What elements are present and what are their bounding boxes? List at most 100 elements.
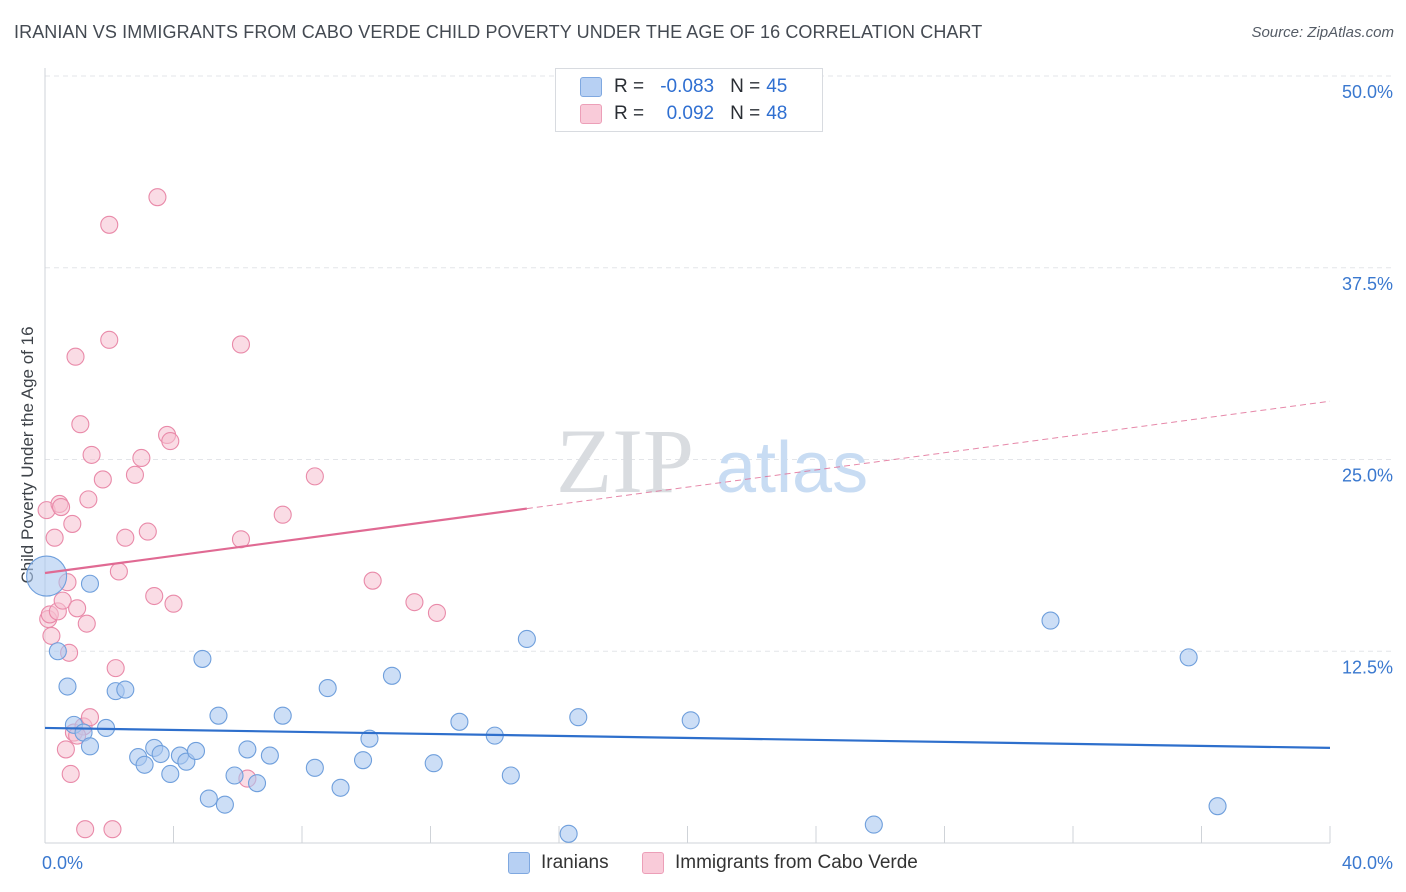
data-point-cabo-verde bbox=[76, 820, 95, 839]
data-point-iranians bbox=[135, 755, 154, 774]
legend-n-value: 45 bbox=[766, 76, 788, 97]
data-point-cabo-verde bbox=[273, 505, 292, 524]
data-point-cabo-verde bbox=[42, 626, 61, 645]
trend-line-iranians bbox=[44, 726, 1331, 749]
data-point-iranians bbox=[151, 744, 170, 764]
data-point-iranians bbox=[382, 666, 402, 685]
data-point-iranians bbox=[260, 746, 279, 765]
data-point-iranians bbox=[559, 824, 578, 843]
data-point-cabo-verde bbox=[305, 467, 324, 486]
data-point-iranians bbox=[199, 789, 218, 808]
legend-r-value: -0.083 bbox=[660, 76, 715, 97]
data-point-cabo-verde bbox=[138, 522, 157, 541]
series-cabo-verde-points bbox=[37, 188, 446, 839]
legend-n-label: N = bbox=[730, 103, 761, 124]
legend-n-label: N = bbox=[730, 76, 761, 97]
data-point-cabo-verde bbox=[106, 659, 125, 678]
y-tick-label: 12.5% bbox=[1342, 657, 1393, 677]
data-point-cabo-verde bbox=[405, 593, 424, 612]
data-point-cabo-verde bbox=[66, 347, 85, 366]
data-point-cabo-verde bbox=[164, 594, 183, 613]
data-point-iranians bbox=[58, 677, 77, 696]
data-point-iranians bbox=[305, 758, 324, 777]
data-point-iranians bbox=[238, 740, 257, 759]
x-tick-label-max: 40.0% bbox=[1342, 853, 1393, 873]
x-tick-label-min: 0.0% bbox=[42, 853, 83, 873]
data-point-iranians bbox=[273, 706, 292, 725]
data-point-iranians bbox=[517, 629, 536, 649]
watermark-zip: ZIP bbox=[556, 410, 694, 512]
data-point-cabo-verde bbox=[79, 490, 98, 509]
data-point-iranians bbox=[48, 642, 67, 661]
watermark-atlas: atlas bbox=[716, 428, 868, 508]
y-tick-label: 37.5% bbox=[1342, 274, 1393, 294]
data-point-cabo-verde bbox=[68, 599, 87, 618]
data-point-iranians bbox=[1208, 797, 1227, 816]
data-point-iranians bbox=[209, 706, 228, 725]
data-point-cabo-verde bbox=[363, 571, 382, 590]
data-point-iranians bbox=[353, 751, 373, 770]
legend-n-value: 48 bbox=[766, 103, 788, 124]
y-tick-label: 25.0% bbox=[1342, 466, 1393, 486]
data-point-cabo-verde bbox=[80, 708, 100, 727]
data-point-iranians bbox=[569, 708, 588, 727]
data-point-iranians bbox=[1179, 648, 1198, 667]
data-point-cabo-verde bbox=[148, 188, 167, 207]
data-point-cabo-verde bbox=[109, 562, 128, 581]
trend-line-cabo-verde bbox=[44, 507, 528, 575]
data-point-cabo-verde bbox=[231, 335, 251, 354]
data-point-iranians bbox=[424, 754, 443, 773]
data-point-iranians bbox=[864, 815, 883, 834]
legend-label-iranians: Iranians bbox=[541, 852, 609, 873]
data-point-iranians bbox=[360, 729, 379, 748]
source-credit: Source: ZipAtlas.com bbox=[1251, 24, 1394, 41]
data-point-cabo-verde bbox=[71, 415, 90, 434]
legend-row-iranians: R = -0.083 N = 45 bbox=[580, 74, 787, 100]
data-point-iranians bbox=[215, 795, 234, 814]
data-point-cabo-verde bbox=[61, 764, 80, 784]
data-point-iranians bbox=[116, 680, 135, 699]
data-point-cabo-verde bbox=[93, 470, 112, 489]
legend-swatch-blue bbox=[580, 77, 602, 97]
legend-r-label: R = bbox=[614, 103, 645, 124]
data-point-cabo-verde bbox=[53, 591, 72, 610]
series-legend: Iranians Immigrants from Cabo Verde bbox=[0, 852, 1406, 878]
legend-swatch-pink bbox=[642, 852, 664, 874]
data-point-iranians bbox=[26, 555, 68, 597]
data-point-cabo-verde bbox=[125, 465, 144, 484]
trend-extension-cabo-verde bbox=[526, 400, 1331, 510]
watermark: ZIP atlas bbox=[556, 410, 868, 512]
legend-swatch-pink bbox=[580, 104, 602, 124]
series-iranians-points bbox=[26, 555, 1227, 843]
legend-item-iranians[interactable]: Iranians bbox=[508, 852, 609, 874]
data-point-iranians bbox=[450, 712, 469, 731]
legend-swatch-blue bbox=[508, 852, 530, 874]
data-point-cabo-verde bbox=[103, 820, 122, 839]
data-point-iranians bbox=[247, 774, 267, 793]
data-point-cabo-verde bbox=[161, 432, 180, 451]
data-point-cabo-verde bbox=[100, 330, 119, 349]
data-point-iranians bbox=[331, 778, 350, 797]
data-point-cabo-verde bbox=[77, 614, 96, 633]
data-point-iranians bbox=[80, 737, 100, 756]
data-point-cabo-verde bbox=[45, 528, 64, 547]
legend-label-cabo-verde: Immigrants from Cabo Verde bbox=[675, 852, 918, 873]
data-point-iranians bbox=[186, 741, 206, 761]
data-point-iranians bbox=[501, 766, 520, 785]
data-point-cabo-verde bbox=[82, 445, 101, 464]
data-point-cabo-verde bbox=[427, 603, 446, 622]
data-point-cabo-verde bbox=[63, 514, 82, 533]
legend-row-cabo-verde: R = 0.092 N = 48 bbox=[580, 101, 787, 127]
axes bbox=[44, 68, 1331, 844]
correlation-legend: R = -0.083 N = 45 R = 0.092 N = 48 bbox=[555, 68, 823, 132]
data-point-iranians bbox=[80, 574, 100, 593]
data-point-cabo-verde bbox=[145, 586, 164, 606]
legend-r-label: R = bbox=[614, 76, 645, 97]
data-point-iranians bbox=[193, 649, 212, 668]
legend-r-value: 0.092 bbox=[666, 103, 715, 124]
y-tick-label: 50.0% bbox=[1342, 82, 1393, 102]
legend-item-cabo-verde[interactable]: Immigrants from Cabo Verde bbox=[642, 852, 918, 874]
data-point-cabo-verde bbox=[52, 498, 71, 517]
chart-title: IRANIAN VS IMMIGRANTS FROM CABO VERDE CH… bbox=[14, 22, 983, 42]
